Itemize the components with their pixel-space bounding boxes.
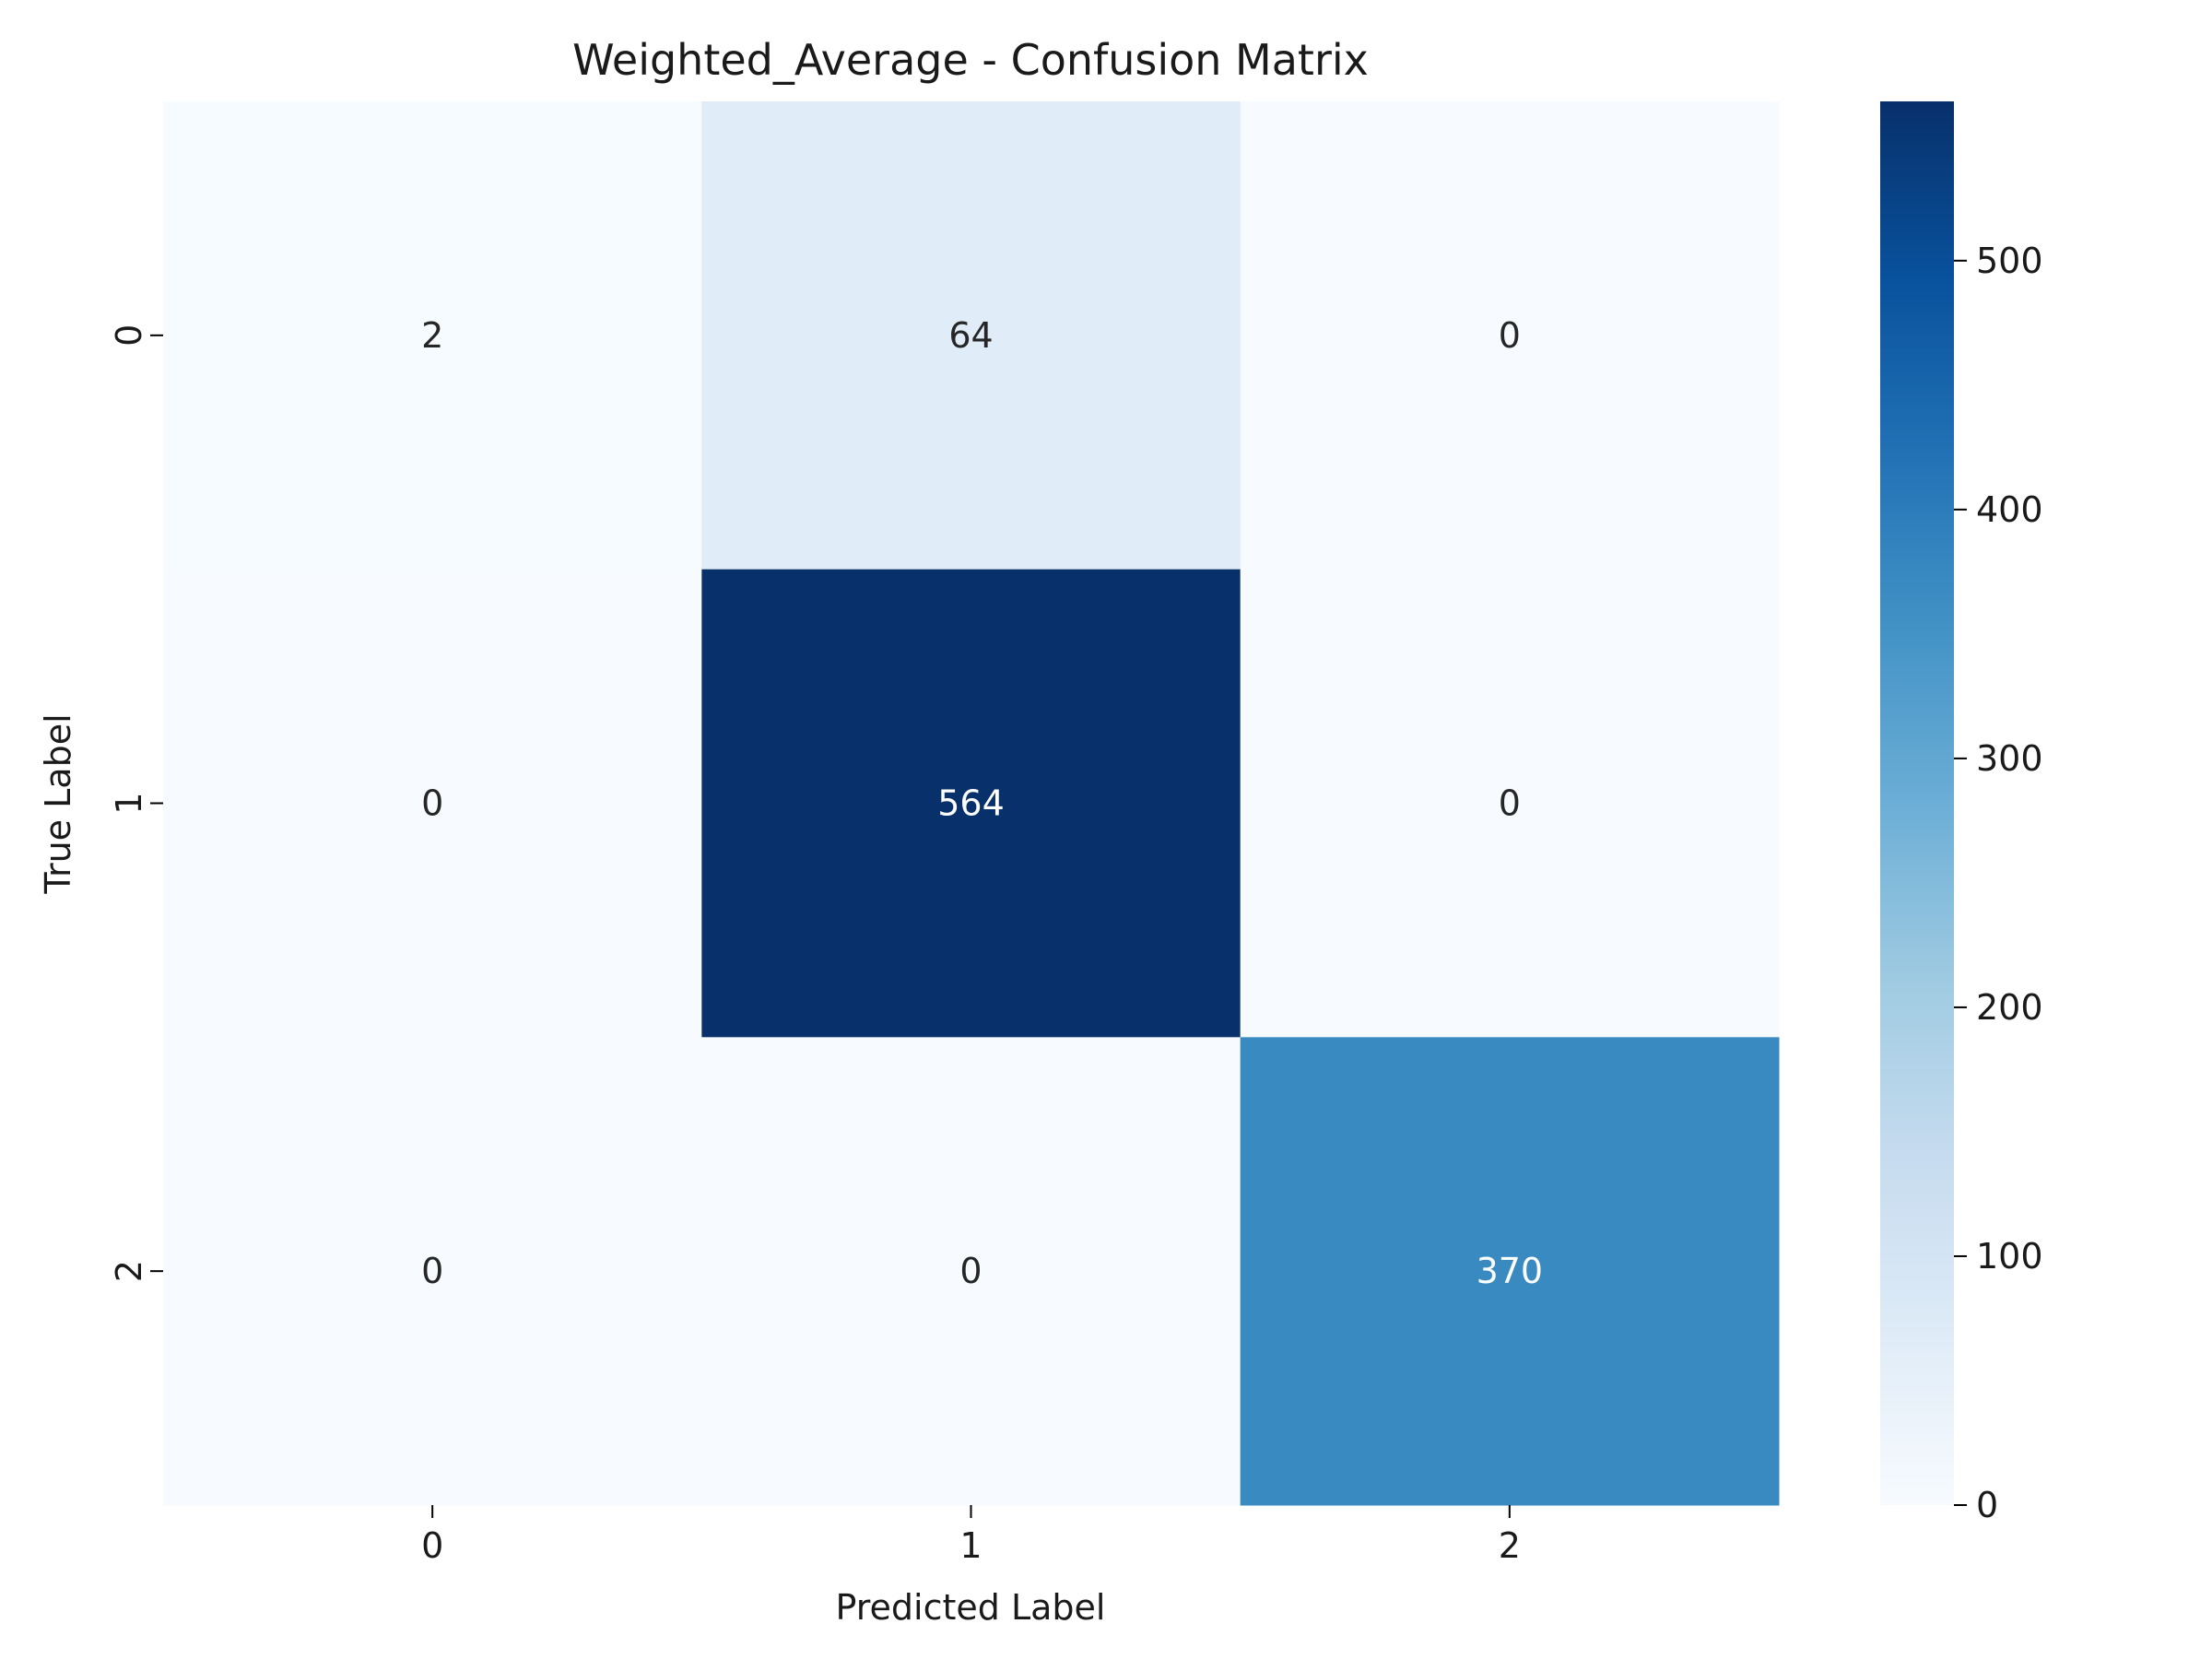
heatmap-cell-r2-c1 [701,1037,1241,1506]
colorbar-tick-label: 0 [1976,1485,1998,1525]
cell-value-label: 0 [1499,315,1521,356]
heatmap-cell-r0-c2 [1240,101,1780,571]
heatmap-cell-labels: 2 64 0 0 564 0 0 0 370 [421,315,1543,1291]
y-tick-label: 2 [109,1260,149,1282]
x-tick-label: 2 [1499,1525,1521,1566]
heatmap-cell-r2-c0 [163,1037,702,1506]
colorbar-tick-label: 300 [1976,738,2043,779]
y-tick-label: 0 [109,324,149,347]
cell-value-label: 64 [948,315,993,356]
colorbar-tick-label: 400 [1976,489,2043,530]
cell-value-label: 564 [937,783,1005,824]
heatmap-cell-r2-c2 [1240,1037,1780,1506]
colorbar-tick-label: 500 [1976,241,2043,281]
y-axis-label: True Label [38,713,78,894]
heatmap-cell-r1-c1 [701,569,1241,1038]
y-tick-label: 1 [109,792,149,814]
x-tick-label: 1 [959,1525,982,1566]
colorbar-tick-label: 100 [1976,1236,2043,1277]
colorbar [1880,101,1954,1505]
colorbar-ticks: 0 100 200 300 400 500 [1954,241,2043,1525]
x-axis-label: Predicted Label [836,1587,1106,1628]
chart-title: Weighted_Average - Confusion Matrix [572,35,1369,85]
x-axis: 0 1 2 [421,1505,1521,1566]
x-tick-label: 0 [421,1525,443,1566]
heatmap-cell-r1-c2 [1240,569,1780,1038]
cell-value-label: 2 [421,315,443,356]
cell-value-label: 0 [1499,783,1521,824]
y-axis: 0 1 2 [109,324,163,1282]
heatmap-cell-r0-c0 [163,101,702,571]
heatmap-cell-r0-c1 [701,101,1241,571]
cell-value-label: 0 [421,783,443,824]
cell-value-label: 0 [959,1251,982,1291]
colorbar-tick-label: 200 [1976,987,2043,1028]
cell-value-label: 0 [421,1251,443,1291]
heatmap-cells [163,101,1780,1506]
heatmap-cell-r1-c0 [163,569,702,1038]
cell-value-label: 370 [1477,1251,1544,1291]
